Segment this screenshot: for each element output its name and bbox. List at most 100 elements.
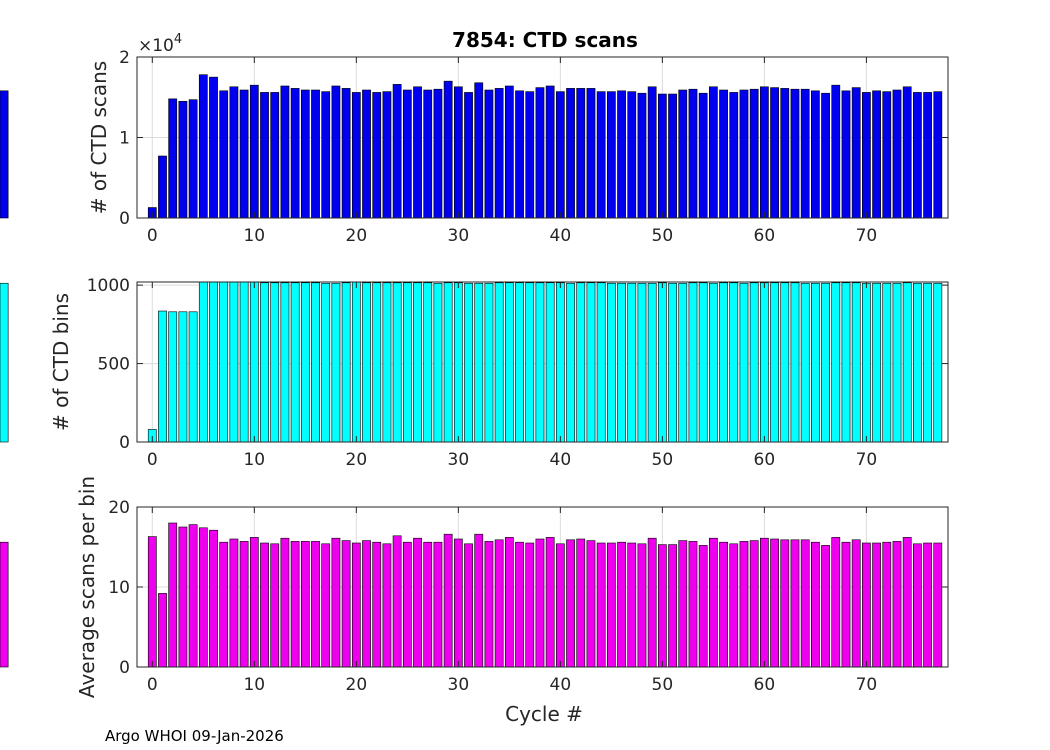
bar-scans-per-bin [606,542,616,668]
bar-scans-per-bin [178,526,188,668]
bar-ctd-bins [892,282,902,443]
bar-ctd-bins [647,282,657,443]
bar-scans-per-bin [810,541,820,668]
y-axis-label: Average scans per bin [75,476,99,698]
bar-ctd-bins [168,311,178,443]
bar-ctd-bins [923,282,932,443]
y-tick-label: 1000 [87,276,130,296]
chart-title: 7854: CTD scans [452,28,638,52]
bar-scans-per-bin [229,538,239,668]
bar-scans-per-bin [392,535,402,668]
bar-ctd-bins [913,282,922,443]
x-tick-label: 40 [550,450,572,470]
bar-ctd-scans [933,91,943,219]
bar-ctd-bins [729,282,739,443]
bar-ctd-bins [453,282,463,443]
bar-scans-per-bin [413,537,422,668]
bar-scans-per-bin [892,541,902,668]
bar-ctd-scans [433,88,443,219]
bar-ctd-bins [862,282,871,443]
bar-scans-per-bin [504,537,514,668]
y-exponent-label: ×104 [138,32,182,56]
bar-ctd-scans [372,92,382,219]
bar-scans-per-bin [351,542,361,668]
bar-scans-per-bin [596,542,606,668]
y-tick-label: 1 [119,129,130,149]
bar-ctd-scans [280,85,290,219]
x-tick-label: 0 [147,450,158,470]
bar-scans-per-bin [617,541,626,668]
bar-ctd-bins [800,282,810,443]
bar-ctd-bins [219,281,229,443]
bar-ctd-scans [209,76,218,219]
bar-ctd-bins [698,282,708,443]
bar-scans-per-bin [423,541,433,668]
bar-ctd-scans [464,92,473,219]
bar-scans-per-bin [790,539,800,668]
bar-scans-per-bin [872,542,881,668]
bar-scans-per-bin [831,537,841,668]
bar-ctd-scans [341,88,351,219]
x-tick-label: 20 [346,675,368,695]
bar-ctd-bins [362,282,371,443]
x-tick-label: 30 [448,450,470,470]
bar-ctd-bins [433,282,443,443]
bar-ctd-scans [168,98,178,219]
bar-ctd-scans [260,92,269,219]
bar-ctd-bins [851,282,861,443]
bar-scans-per-bin [453,538,463,668]
bar-ctd-bins [637,282,647,443]
bar-ctd-scans [719,89,728,219]
bar-ctd-bins [443,282,453,443]
bar-ctd-bins [749,282,759,443]
bar-ctd-bins [810,282,820,443]
bar-ctd-bins [300,282,310,443]
bar-scans-per-bin [923,542,932,668]
bar-scans-per-bin [494,539,504,668]
y-tick-label: 20 [108,498,130,518]
bar-scans-per-bin [188,524,198,668]
bar-scans-per-bin [576,538,586,668]
bar-ctd-scans [576,88,586,219]
bar-scans-per-bin [586,540,596,668]
panel-ctd-bins: 0 10 20 30 40 50 60 70 0 500 1000 # of CTD bins [0,276,949,470]
x-tick-label: 30 [448,226,470,246]
bar-scans-per-bin [688,541,698,668]
bar-scans-per-bin [770,538,779,668]
bar-ctd-scans [188,99,198,219]
bar-scans-per-bin [759,537,769,668]
bar-ctd-bins [535,282,545,443]
bar-ctd-bins [341,282,351,443]
bar-ctd-scans [331,85,341,219]
bar-scans-per-bin [566,539,575,668]
bar-scans-per-bin [0,541,9,668]
bar-scans-per-bin [647,537,657,668]
bar-scans-per-bin [749,540,759,668]
bar-scans-per-bin [862,542,871,668]
x-tick-label: 20 [346,226,368,246]
bar-ctd-scans [913,92,922,219]
bar-scans-per-bin [719,541,728,668]
bar-ctd-bins [280,282,290,443]
bar-ctd-scans [535,87,545,219]
bar-ctd-scans [759,86,769,219]
x-tick-label: 0 [147,675,158,695]
bar-ctd-scans [525,91,535,219]
bar-scans-per-bin [249,537,259,668]
bar-ctd-scans [321,91,331,219]
bar-ctd-bins [515,282,524,443]
bar-scans-per-bin [913,543,922,668]
bar-ctd-bins [484,282,494,443]
bar-scans-per-bin [311,541,320,668]
bar-scans-per-bin [821,545,830,668]
bar-ctd-scans [810,90,820,219]
bar-scans-per-bin [800,539,810,668]
bar-scans-per-bin [729,543,739,668]
bar-ctd-scans [392,84,402,219]
bar-ctd-bins [933,282,943,443]
bar-ctd-scans [586,88,596,219]
bar-ctd-scans [178,100,188,219]
bar-ctd-bins [555,282,565,443]
bar-scans-per-bin [158,593,167,668]
bar-scans-per-bin [851,539,861,668]
